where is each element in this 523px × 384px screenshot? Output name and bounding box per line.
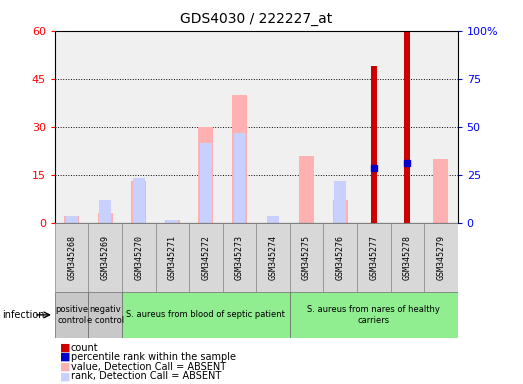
Bar — [357, 223, 391, 292]
Bar — [433, 159, 448, 223]
Text: ■: ■ — [60, 352, 71, 362]
Text: GSM345274: GSM345274 — [268, 235, 278, 280]
Bar — [55, 292, 88, 338]
Bar — [267, 216, 279, 223]
Bar — [424, 223, 458, 292]
Text: GSM345279: GSM345279 — [436, 235, 446, 280]
Text: GSM345271: GSM345271 — [168, 235, 177, 280]
Bar — [166, 220, 178, 223]
Bar — [334, 181, 346, 223]
Text: ■: ■ — [60, 362, 71, 372]
Text: GSM345270: GSM345270 — [134, 235, 143, 280]
Text: GSM345275: GSM345275 — [302, 235, 311, 280]
Text: percentile rank within the sample: percentile rank within the sample — [71, 352, 235, 362]
Bar — [234, 133, 245, 223]
Bar — [131, 181, 146, 223]
Text: value, Detection Call = ABSENT: value, Detection Call = ABSENT — [71, 362, 226, 372]
Text: ■: ■ — [60, 371, 71, 381]
Text: GSM345276: GSM345276 — [336, 235, 345, 280]
Bar — [299, 156, 314, 223]
Bar — [88, 223, 122, 292]
Bar — [133, 178, 145, 223]
Bar — [290, 223, 323, 292]
Bar — [391, 223, 424, 292]
Bar — [371, 66, 377, 223]
Bar — [323, 223, 357, 292]
Bar — [333, 200, 348, 223]
Text: GSM345273: GSM345273 — [235, 235, 244, 280]
Bar — [165, 220, 180, 223]
Bar — [122, 292, 290, 338]
Text: count: count — [71, 343, 98, 353]
Text: infection: infection — [3, 310, 45, 320]
Bar — [256, 223, 290, 292]
Text: S. aureus from nares of healthy
carriers: S. aureus from nares of healthy carriers — [308, 305, 440, 324]
Text: negativ
e control: negativ e control — [87, 305, 124, 324]
Text: GSM345278: GSM345278 — [403, 235, 412, 280]
Bar — [155, 223, 189, 292]
Bar — [122, 223, 155, 292]
Bar — [404, 31, 411, 223]
Bar — [55, 223, 88, 292]
Text: GSM345272: GSM345272 — [201, 235, 210, 280]
Text: S. aureus from blood of septic patient: S. aureus from blood of septic patient — [127, 310, 286, 319]
Bar — [98, 213, 113, 223]
Bar — [66, 216, 77, 223]
Bar — [64, 216, 79, 223]
Bar — [198, 127, 213, 223]
Text: GSM345268: GSM345268 — [67, 235, 76, 280]
Text: GSM345277: GSM345277 — [369, 235, 378, 280]
Bar — [290, 292, 458, 338]
Bar — [88, 292, 122, 338]
Bar — [200, 143, 212, 223]
Bar — [232, 95, 247, 223]
Bar — [189, 223, 223, 292]
Text: ■: ■ — [60, 343, 71, 353]
Text: GSM345269: GSM345269 — [101, 235, 110, 280]
Text: GDS4030 / 222227_at: GDS4030 / 222227_at — [180, 12, 333, 25]
Bar — [223, 223, 256, 292]
Bar — [99, 200, 111, 223]
Text: positive
control: positive control — [55, 305, 88, 324]
Text: rank, Detection Call = ABSENT: rank, Detection Call = ABSENT — [71, 371, 221, 381]
